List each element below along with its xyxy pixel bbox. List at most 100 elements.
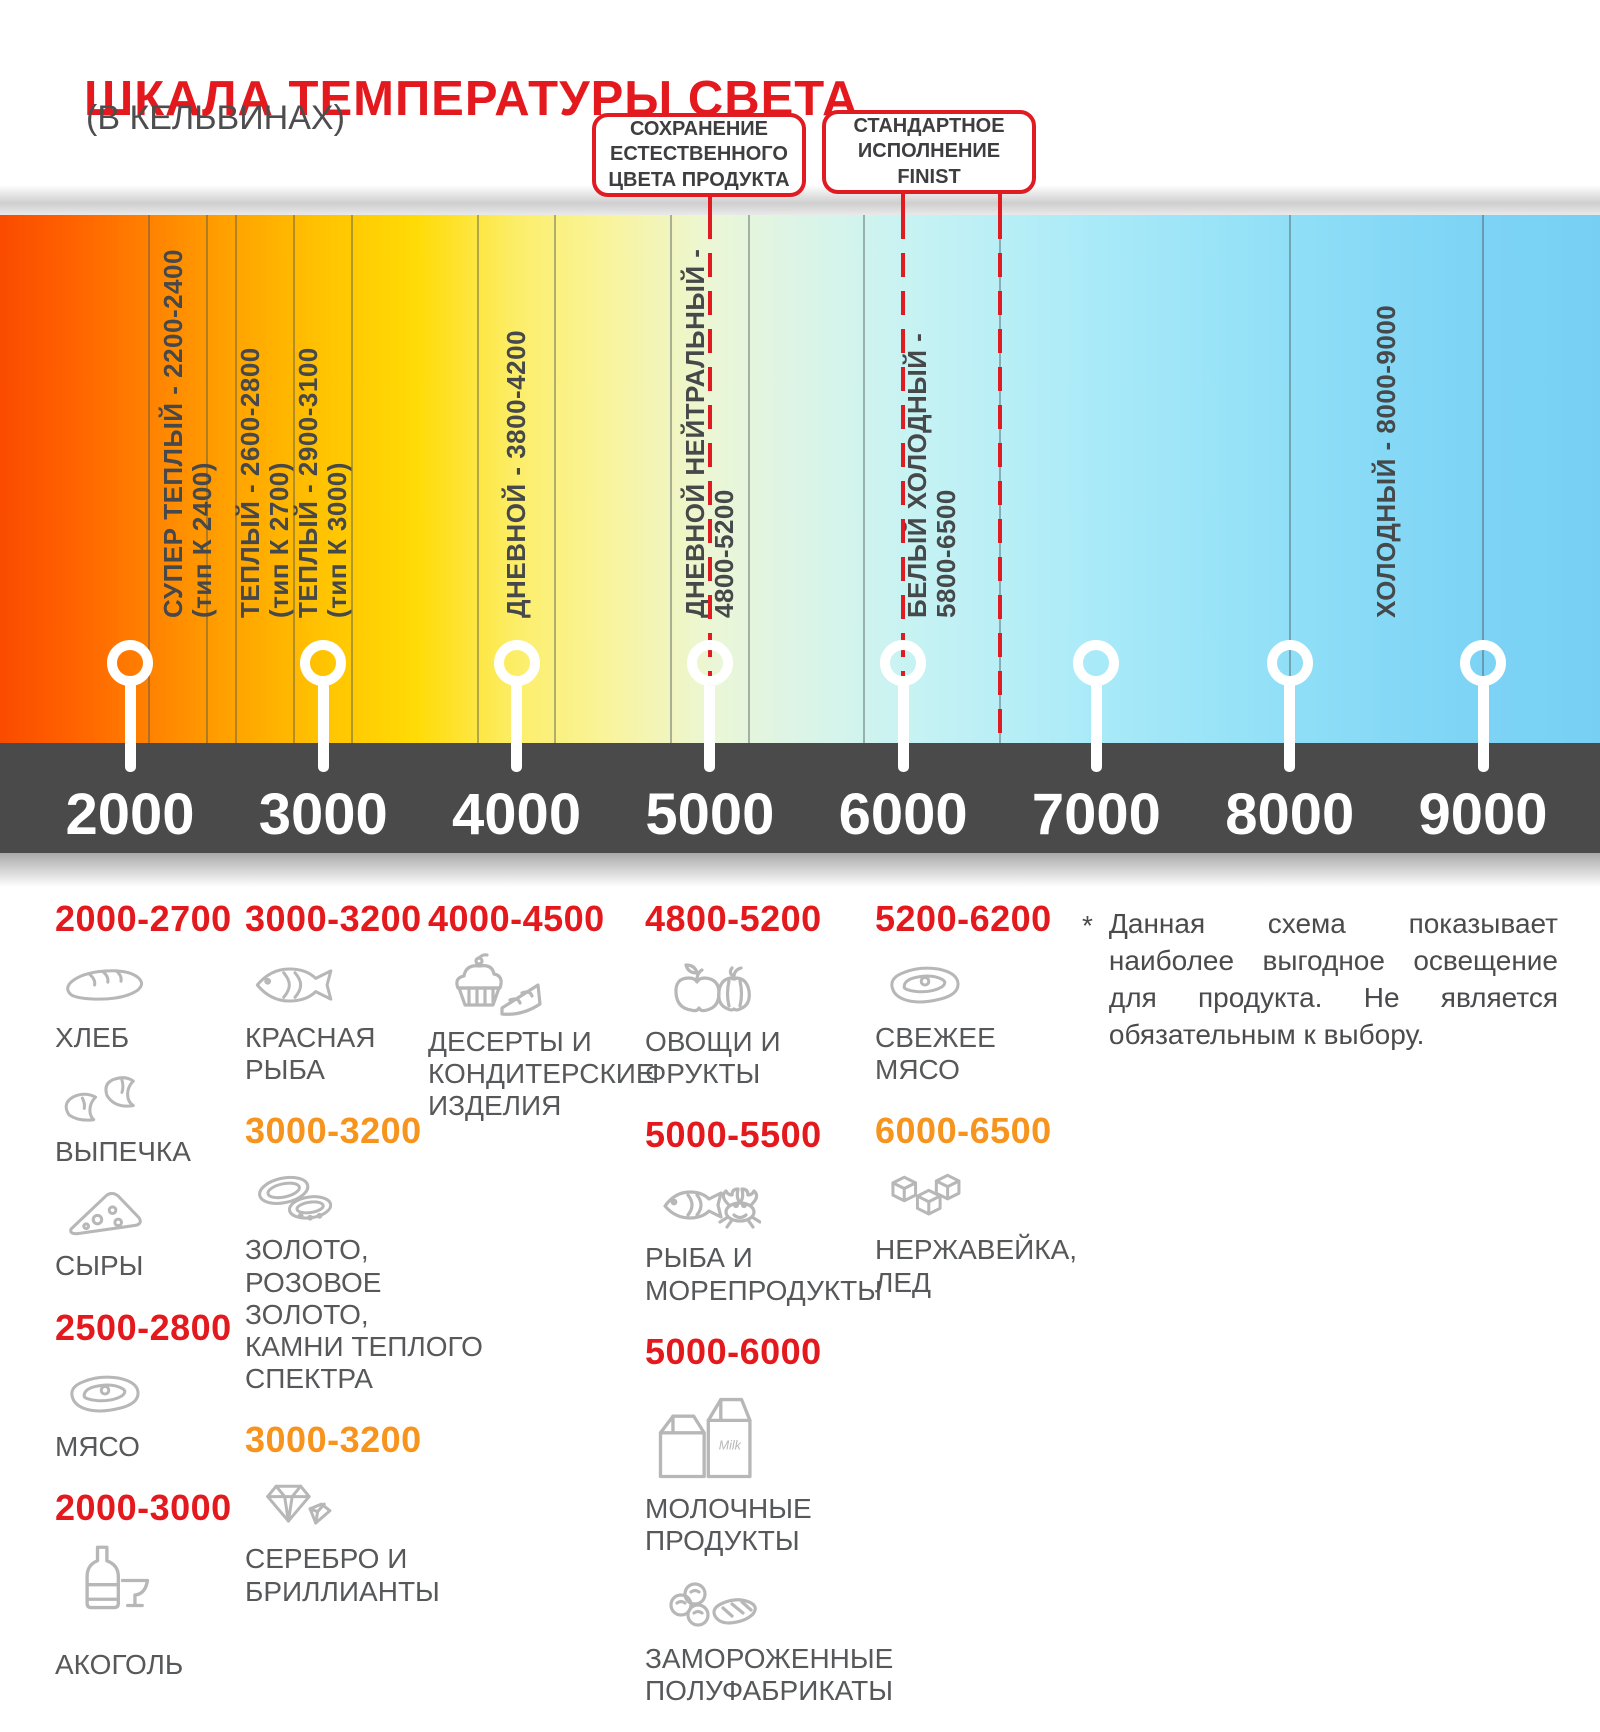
legend-item-label: СЕРЕБРО И БРИЛЛИАНТЫ <box>245 1543 440 1607</box>
band-boundary-line <box>476 215 479 743</box>
callout-natural-color: СОХРАНЕНИЕ ЕСТЕСТВЕННОГО ЦВЕТА ПРОДУКТА <box>592 113 806 197</box>
legend-item-label: ОВОЩИ И ФРУКТЫ <box>645 1026 781 1090</box>
legend-item: СВЕЖЕЕ МЯСО <box>875 952 1075 1086</box>
legend-group: 2500-2800 МЯСО <box>55 1307 240 1463</box>
legend-column: 2000-2700 ХЛЕБ ВЫПЕЧКА СЫРЫ 2500-2800 МЯСО 200… <box>55 898 240 1705</box>
tick-marker-ring <box>493 640 540 686</box>
legend-item-label: НЕРЖАВЕЙКА, ЛЕД <box>875 1234 1078 1298</box>
legend-item-label: ХЛЕБ <box>55 1022 130 1053</box>
footnote-text: Данная схема показывает наиболее выгодно… <box>1108 908 1558 1050</box>
diamond-icon <box>245 1473 345 1539</box>
callout-finist-standard: СТАНДАРТНОЕ ИСПОЛНЕНИЕ FINIST <box>822 110 1036 194</box>
tick-label: 3000 <box>258 782 388 847</box>
band-label: ТЕПЛЫЙ - 2900-3100 (тип К 3000) <box>293 347 353 618</box>
tick-label: 7000 <box>1031 782 1161 847</box>
cheese-icon <box>55 1180 155 1246</box>
tick-label: 5000 <box>645 782 775 847</box>
legend-item-label: СЫРЫ <box>55 1250 144 1282</box>
legend-range: 3000-3200 <box>245 898 422 939</box>
tick-marker-stem <box>704 683 716 772</box>
red-dashed-line <box>997 215 1002 743</box>
tick-marker-ring <box>880 640 927 686</box>
ice-icon <box>875 1164 975 1230</box>
tick-marker-stem <box>897 683 909 772</box>
legend-item: СЫРЫ <box>55 1180 240 1282</box>
vegetables-icon <box>645 952 777 1022</box>
rings-icon <box>245 1164 345 1230</box>
frozen-icon <box>645 1569 777 1639</box>
band-boundary-line <box>554 215 557 743</box>
legend-range: 3000-3200 <box>245 1110 422 1152</box>
legend-range: 2500-2800 <box>55 1306 232 1348</box>
bread-icon <box>55 952 155 1018</box>
tick-marker-ring <box>1073 640 1120 686</box>
tick-marker-stem <box>124 683 136 772</box>
legend-group: 4800-5200 ОВОЩИ И ФРУКТЫ <box>645 898 965 1090</box>
kelvin-gradient-bar <box>0 215 1600 743</box>
legend-range: 5200-6200 <box>875 898 1052 939</box>
fish-icon <box>245 952 345 1018</box>
tick-label: 6000 <box>838 782 968 847</box>
legend-group: 3000-3200 СЕРЕБРО И БРИЛЛИАНТЫ <box>245 1419 495 1607</box>
tick-marker-stem <box>1090 683 1102 772</box>
band-boundary-line <box>747 215 750 743</box>
legend-item-label: АКОГОЛЬ <box>55 1648 184 1680</box>
legend-range: 6000-6500 <box>875 1110 1052 1152</box>
legend-column: 5200-6200 СВЕЖЕЕ МЯСО 6000-6500 НЕРЖАВЕЙКА,… <box>875 898 1078 1323</box>
legend-item-label: СВЕЖЕЕ МЯСО <box>875 1022 996 1086</box>
legend-group: 6000-6500 НЕРЖАВЕЙКА, ЛЕД <box>875 1110 1078 1298</box>
band-label: ХОЛОДНЫЙ - 8000-9000 <box>1370 304 1401 618</box>
tick-marker-ring <box>107 640 153 686</box>
tick-label: 4000 <box>452 782 582 847</box>
legend-item: ЗАМОРОЖЕННЫЕ ПОЛУФАБРИКАТЫ <box>645 1569 965 1707</box>
tick-label: 2000 <box>65 782 195 847</box>
tick-marker-stem <box>317 683 329 772</box>
legend-item-label: МОЛОЧНЫЕ ПРОДУКТЫ <box>645 1492 812 1556</box>
legend-range: 5000-5500 <box>645 1114 822 1156</box>
legend-item-label: ЗОЛОТО, РОЗОВОЕ ЗОЛОТО, КАМНИ ТЕПЛОГО СП… <box>245 1234 483 1395</box>
legend-range: 3000-3200 <box>245 1419 422 1461</box>
legend-item: МОЛОЧНЫЕ ПРОДУКТЫ <box>645 1385 965 1557</box>
legend-group: 4000-4500 ДЕСЕРТЫ И КОНДИТЕРСКИЕ ИЗДЕЛИЯ <box>428 898 655 1123</box>
callout-stem <box>707 193 712 216</box>
legend-range: 2000-2700 <box>55 898 232 939</box>
tick-label: 9000 <box>1418 782 1548 847</box>
page-subtitle: (В КЕЛЬВИНАХ) <box>86 99 345 137</box>
alcohol-icon <box>55 1541 165 1645</box>
legend-group: 2000-2700 ХЛЕБ ВЫПЕЧКА СЫРЫ <box>55 898 240 1283</box>
band-boundary-line <box>1482 215 1484 743</box>
legend-item-label: КРАСНАЯ РЫБА <box>245 1022 376 1086</box>
band-boundary-line <box>148 215 151 743</box>
band-boundary-line <box>293 215 296 743</box>
band-label: ДНЕВНОЙ - 3800-4200 <box>501 329 532 618</box>
footnote: * Данная схема показывает наиболее выгод… <box>1082 906 1558 1054</box>
tick-marker-ring <box>1460 640 1506 686</box>
callout-stem <box>901 190 906 216</box>
legend-item: РЫБА И МОРЕПРОДУКТЫ <box>645 1168 965 1306</box>
legend-group: 5200-6200 СВЕЖЕЕ МЯСО <box>875 898 1075 1086</box>
legend-item: ВЫПЕЧКА <box>55 1066 240 1168</box>
band-boundary-line <box>863 215 866 743</box>
legend-item-label: МЯСО <box>55 1430 140 1462</box>
tick-marker-ring <box>300 640 347 686</box>
axis-bar <box>0 743 1600 853</box>
band-boundary-line <box>1288 215 1291 743</box>
band-boundary-line <box>670 215 673 743</box>
footnote-asterisk: * <box>1082 910 1093 941</box>
milk-icon <box>645 1385 755 1489</box>
legend-item: АКОГОЛЬ <box>55 1541 240 1681</box>
legend-item: ЗОЛОТО, РОЗОВОЕ ЗОЛОТО, КАМНИ ТЕПЛОГО СП… <box>245 1164 495 1395</box>
red-dashed-line <box>707 215 712 771</box>
legend-item-label: РЫБА И МОРЕПРОДУКТЫ <box>645 1242 883 1306</box>
seafood-icon <box>645 1168 777 1238</box>
legend-item: СЕРЕБРО И БРИЛЛИАНТЫ <box>245 1473 495 1607</box>
tick-label: 8000 <box>1225 782 1355 847</box>
legend-item-label: ВЫПЕЧКА <box>55 1136 191 1168</box>
tick-marker-stem <box>1284 683 1296 772</box>
legend-group: 5000-6000 МОЛОЧНЫЕ ПРОДУКТЫ ЗАМОРОЖЕННЫЕ П… <box>645 1331 965 1708</box>
legend-item: ХЛЕБ <box>55 952 240 1054</box>
legend-item: ДЕСЕРТЫ И КОНДИТЕРСКИЕ ИЗДЕЛИЯ <box>428 952 655 1123</box>
callout-stem <box>997 190 1002 216</box>
legend-range: 5000-6000 <box>645 1330 822 1372</box>
tick-marker-stem <box>1477 683 1489 772</box>
